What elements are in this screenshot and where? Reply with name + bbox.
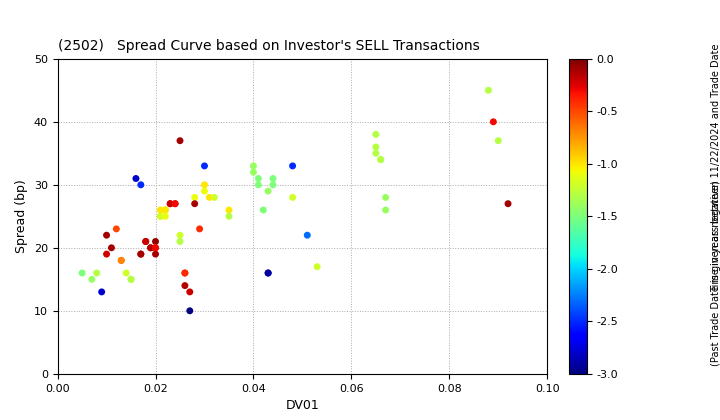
Point (150, 238, 161, 245)
Point (155, 213, 166, 220)
Point (248, 163, 259, 169)
Point (248, 169, 259, 176)
Text: (2502)   Spread Curve based on Investor's SELL Transactions: (2502) Spread Curve based on Investor's … (58, 39, 480, 53)
Point (160, 213, 171, 220)
Point (150, 244, 161, 251)
Point (179, 282, 191, 289)
Point (223, 207, 235, 213)
Point (135, 181, 147, 188)
Point (101, 232, 112, 239)
Point (375, 156, 387, 163)
Point (101, 251, 112, 257)
Point (375, 156, 387, 163)
Point (130, 175, 142, 182)
Point (503, 200, 514, 207)
Point (160, 207, 171, 213)
Point (174, 232, 186, 239)
Point (370, 144, 382, 150)
Point (145, 244, 156, 251)
Point (115, 257, 127, 264)
Point (223, 213, 235, 220)
Point (164, 200, 176, 207)
Point (160, 207, 171, 213)
Text: Time in years between 11/22/2024 and Trade Date: Time in years between 11/22/2024 and Tra… (711, 44, 720, 292)
Point (164, 200, 176, 207)
Y-axis label: Spread (bp): Spread (bp) (15, 179, 28, 253)
Point (135, 251, 147, 257)
Point (199, 163, 210, 169)
Point (253, 181, 264, 188)
Point (199, 181, 210, 188)
Text: (Past Trade Date is given as negative): (Past Trade Date is given as negative) (711, 180, 720, 366)
Point (204, 194, 215, 201)
Point (262, 270, 274, 276)
X-axis label: DV01: DV01 (286, 399, 319, 412)
Point (189, 194, 200, 201)
Point (199, 188, 210, 194)
Point (209, 194, 220, 201)
Point (150, 251, 161, 257)
Point (150, 244, 161, 251)
Point (111, 226, 122, 232)
Point (370, 150, 382, 157)
Point (302, 232, 313, 239)
Point (262, 270, 274, 276)
Point (135, 251, 147, 257)
Point (174, 238, 186, 245)
Point (155, 207, 166, 213)
Point (120, 270, 132, 276)
Point (179, 270, 191, 276)
Point (86, 276, 98, 283)
Point (125, 276, 137, 283)
Point (145, 244, 156, 251)
Point (380, 194, 392, 201)
Point (91, 270, 102, 276)
Point (267, 175, 279, 182)
Point (140, 238, 151, 245)
Point (140, 238, 151, 245)
Point (174, 137, 186, 144)
Point (96, 289, 107, 295)
Point (179, 270, 191, 276)
Point (125, 276, 137, 283)
Point (189, 200, 200, 207)
Point (311, 263, 323, 270)
Point (106, 244, 117, 251)
Point (487, 118, 499, 125)
Point (380, 207, 392, 213)
Point (169, 200, 181, 207)
Point (160, 207, 171, 213)
Point (184, 289, 196, 295)
Point (267, 181, 279, 188)
Point (287, 163, 298, 169)
Point (258, 207, 269, 213)
Point (169, 200, 181, 207)
Point (287, 194, 298, 201)
Point (492, 137, 504, 144)
Point (253, 175, 264, 182)
Point (482, 87, 494, 94)
Point (194, 226, 205, 232)
Point (115, 257, 127, 264)
Point (155, 213, 166, 220)
Point (184, 307, 196, 314)
Point (262, 188, 274, 194)
Point (370, 131, 382, 138)
Point (76, 270, 88, 276)
